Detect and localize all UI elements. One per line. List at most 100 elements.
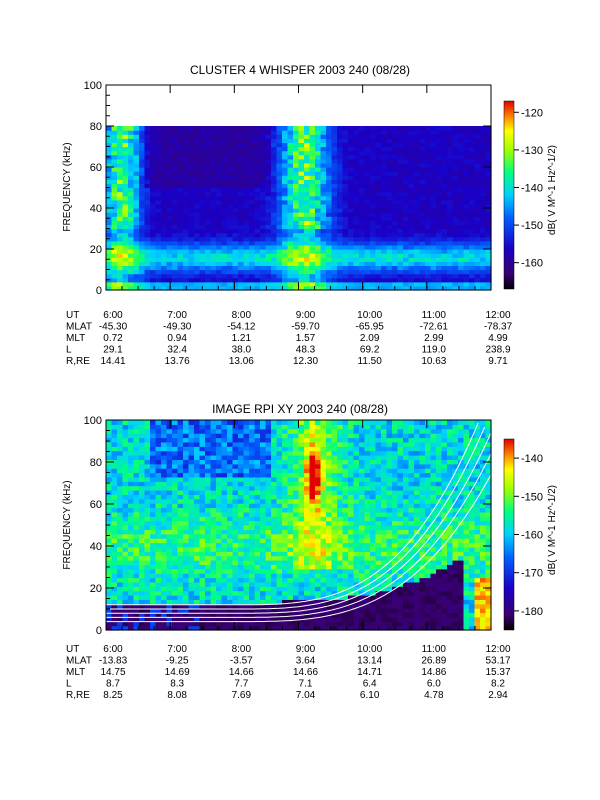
heatmap-cell <box>243 612 250 618</box>
heatmap-cell <box>265 171 272 176</box>
heatmap-cell <box>111 244 118 250</box>
heatmap-cell <box>480 175 487 180</box>
heatmap-cell <box>480 195 487 201</box>
heatmap-cell <box>447 265 454 271</box>
heatmap-cell <box>320 612 327 618</box>
heatmap-cell <box>397 232 404 238</box>
heatmap-cell <box>150 273 157 279</box>
heatmap-cell <box>128 261 135 266</box>
heatmap-cell <box>194 420 201 425</box>
heatmap-cell <box>320 568 327 574</box>
heatmap-cell <box>238 146 245 152</box>
heatmap-cell <box>199 455 206 460</box>
heatmap-cell <box>293 608 300 614</box>
heatmap-cell <box>381 244 388 250</box>
heatmap-cell <box>463 224 470 230</box>
heatmap-cell <box>188 212 195 217</box>
heatmap-cell <box>232 476 239 482</box>
heatmap-cell <box>199 525 206 530</box>
heatmap-cell <box>326 240 333 246</box>
heatmap-cell <box>265 603 272 609</box>
heatmap-cell <box>474 154 481 160</box>
heatmap-cell <box>298 498 305 504</box>
heatmap-cell <box>172 167 179 172</box>
heatmap-cell <box>254 595 261 600</box>
heatmap-cell <box>133 616 140 622</box>
heatmap-cell <box>298 450 305 456</box>
heatmap-cell <box>183 228 190 234</box>
heatmap-cell <box>320 481 327 487</box>
heatmap-cell <box>232 191 239 197</box>
heatmap-cell <box>122 285 129 291</box>
heatmap-cell <box>320 625 327 631</box>
heatmap-cell <box>221 586 228 592</box>
heatmap-cell <box>227 485 234 491</box>
heatmap-cell <box>282 485 289 491</box>
heatmap-cell <box>210 586 217 592</box>
heatmap-cell <box>364 269 371 275</box>
heatmap-cell <box>199 573 206 579</box>
heatmap-cell <box>166 503 173 509</box>
heatmap-cell <box>161 146 168 152</box>
heatmap-cell <box>293 503 300 509</box>
heatmap-cell <box>194 424 201 430</box>
heatmap-cell <box>188 603 195 609</box>
heatmap-cell <box>243 240 250 246</box>
heatmap-cell <box>304 216 311 221</box>
heatmap-cell <box>249 285 256 291</box>
heatmap-cell <box>381 240 388 246</box>
heatmap-cell <box>254 212 261 217</box>
heatmap-cell <box>425 224 432 230</box>
heatmap-cell <box>403 240 410 246</box>
heatmap-cell <box>309 446 316 452</box>
heatmap-cell <box>320 171 327 176</box>
heatmap-cell <box>139 216 146 221</box>
heatmap-cell <box>166 150 173 156</box>
ephemeris-value: 11.50 <box>358 356 383 367</box>
heatmap-cell <box>293 555 300 561</box>
heatmap-cell <box>106 463 113 469</box>
heatmap-cell <box>106 612 113 618</box>
heatmap-cell <box>238 507 245 513</box>
heatmap-cell <box>331 533 338 539</box>
heatmap-cell <box>139 150 146 156</box>
heatmap-cell <box>293 616 300 622</box>
heatmap-cell <box>106 253 113 258</box>
heatmap-cell <box>139 498 146 504</box>
heatmap-cell <box>485 236 492 242</box>
heatmap-cell <box>210 249 217 254</box>
heatmap-cell <box>254 208 261 213</box>
heatmap-cell <box>111 265 118 271</box>
heatmap-cell <box>117 533 124 539</box>
heatmap-cell <box>150 191 157 197</box>
heatmap-cell <box>205 154 212 160</box>
heatmap-cell <box>243 490 250 495</box>
heatmap-cell <box>254 481 261 487</box>
heatmap-cell <box>282 265 289 271</box>
heatmap-cell <box>370 228 377 234</box>
heatmap-cell <box>221 441 228 447</box>
heatmap-cell <box>166 616 173 622</box>
heatmap-cell <box>183 468 190 474</box>
heatmap-cell <box>243 232 250 238</box>
heatmap-cell <box>199 228 206 234</box>
heatmap-cell <box>188 269 195 275</box>
heatmap-cell <box>249 503 256 509</box>
heatmap-cell <box>205 236 212 242</box>
heatmap-cell <box>128 130 135 135</box>
heatmap-cell <box>210 481 217 487</box>
heatmap-cell <box>128 171 135 176</box>
heatmap-cell <box>447 253 454 258</box>
heatmap-cell <box>249 224 256 230</box>
heatmap-cell <box>128 277 135 283</box>
heatmap-cell <box>293 595 300 600</box>
heatmap-cell <box>293 625 300 631</box>
heatmap-cell <box>144 212 151 217</box>
heatmap-cell <box>249 269 256 275</box>
heatmap-cell <box>221 428 228 434</box>
heatmap-cell <box>276 542 283 548</box>
heatmap-cell <box>177 599 184 605</box>
heatmap-cell <box>122 154 129 160</box>
heatmap-cell <box>238 261 245 266</box>
heatmap-cell <box>139 520 146 526</box>
